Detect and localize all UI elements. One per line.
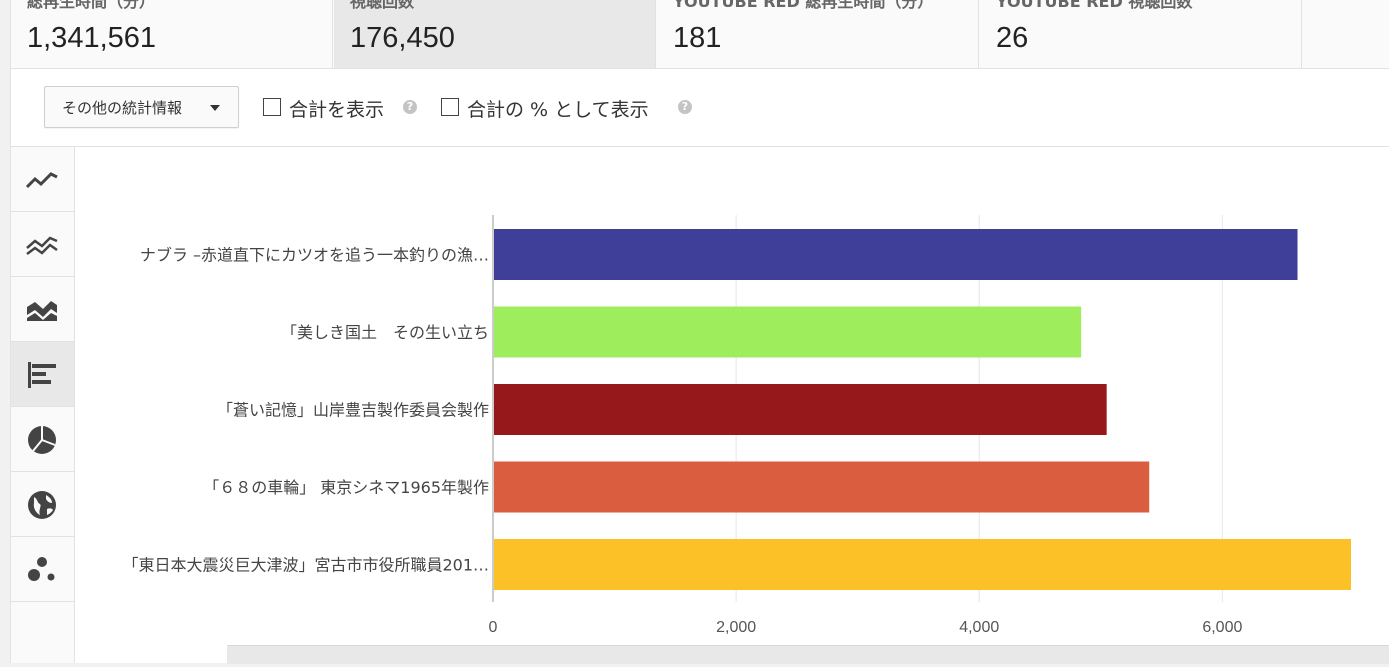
metric-value: 176,450 <box>350 22 455 54</box>
stacked-area-chart-icon <box>27 301 57 321</box>
chart-options-row: その他の統計情報 合計を表示 ? 合計の % として表示 ? <box>11 69 1389 147</box>
category-label: 「美しき国土 その生い立ち <box>281 323 489 342</box>
category-label: ナブラ –赤道直下にカツオを追う一本釣りの漁… <box>140 246 489 265</box>
chart-type-sidebar <box>11 147 75 663</box>
more-metrics-dropdown[interactable]: その他の統計情報 <box>44 86 239 128</box>
metric-card-red-views[interactable]: YOUTUBE RED 視聴回数 26 <box>980 0 1302 68</box>
analytics-panel: 総再生時間（分） 1,341,561 視聴回数 176,450 YOUTUBE … <box>10 0 1389 663</box>
globe-icon <box>28 491 56 519</box>
show-percent-checkbox[interactable] <box>441 98 459 116</box>
category-label: 「蒼い記憶」山岸豊吉製作委員会製作 <box>217 401 489 420</box>
line-chart-icon <box>25 172 58 189</box>
metric-card-red-watch-time[interactable]: YOUTUBE RED 総再生時間（分） 181 <box>657 0 979 68</box>
bar[interactable] <box>494 306 1082 358</box>
bar[interactable] <box>494 384 1107 435</box>
show-percent-label: 合計の % として表示 <box>467 99 649 121</box>
metric-value: 181 <box>673 22 722 54</box>
category-label: 「東日本大震災巨大津波」宮古市市役所職員201… <box>122 556 489 575</box>
metric-label: YOUTUBE RED 視聴回数 <box>996 0 1193 11</box>
bar[interactable] <box>494 539 1351 590</box>
bar[interactable] <box>494 229 1298 280</box>
show-total-label: 合計を表示 <box>289 99 385 121</box>
horizontal-scrollbar[interactable] <box>227 645 1389 664</box>
metric-label: 総再生時間（分） <box>27 0 156 11</box>
bar-chart-button[interactable] <box>11 342 74 407</box>
dropdown-label: その他の統計情報 <box>62 99 183 117</box>
x-tick-label: 2,000 <box>716 619 756 636</box>
metric-card-views[interactable]: 視聴回数 176,450 <box>334 0 656 68</box>
geo-map-button[interactable] <box>11 472 74 537</box>
line-chart-button[interactable] <box>11 147 74 212</box>
help-icon[interactable]: ? <box>678 100 692 114</box>
x-tick-label: 0 <box>489 619 498 636</box>
show-total-option[interactable]: 合計を表示 ? <box>263 97 433 121</box>
caret-down-icon <box>210 105 220 111</box>
stacked-area-chart-button[interactable] <box>11 277 74 342</box>
bar-chart-svg: ナブラ –赤道直下にカツオを追う一本釣りの漁… 「美しき国土 その生い立ち「蒼い記… <box>122 215 1351 636</box>
bar-chart-icon <box>28 362 56 388</box>
bar[interactable] <box>494 461 1150 513</box>
multi-line-chart-button[interactable] <box>11 212 74 277</box>
pie-chart-button[interactable] <box>11 407 74 472</box>
help-icon[interactable]: ? <box>403 100 417 114</box>
bar-chart: ナブラ –赤道直下にカツオを追う一本釣りの漁… 「美しき国土 その生い立ち「蒼い記… <box>75 147 1389 663</box>
metric-label: YOUTUBE RED 総再生時間（分） <box>673 0 934 11</box>
show-total-checkbox[interactable] <box>263 98 281 116</box>
show-percent-option[interactable]: 合計の % として表示 ? <box>441 97 701 121</box>
bubble-chart-button[interactable] <box>11 537 74 602</box>
metric-label: 視聴回数 <box>350 0 415 11</box>
x-tick-label: 4,000 <box>959 619 999 636</box>
bubble-chart-icon <box>28 557 55 581</box>
metric-value: 26 <box>996 22 1029 54</box>
metric-value: 1,341,561 <box>27 22 157 54</box>
metrics-bar: 総再生時間（分） 1,341,561 視聴回数 176,450 YOUTUBE … <box>11 0 1389 69</box>
multi-line-chart-icon <box>26 236 58 255</box>
category-label: 「６８の車輪」 東京シネマ1965年製作 <box>203 478 489 497</box>
metric-card-watch-time[interactable]: 総再生時間（分） 1,341,561 <box>11 0 333 68</box>
pie-chart-icon <box>28 426 56 454</box>
x-tick-label: 6,000 <box>1202 619 1242 636</box>
